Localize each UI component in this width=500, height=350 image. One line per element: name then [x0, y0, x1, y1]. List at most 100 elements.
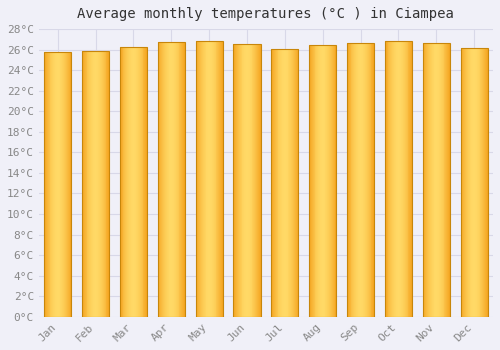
- Bar: [82, 51, 83, 317]
- Bar: [137, 47, 138, 317]
- Bar: [175, 42, 176, 317]
- Bar: [124, 47, 126, 317]
- Bar: [62, 52, 63, 317]
- Bar: [54, 52, 55, 317]
- Bar: [326, 46, 328, 317]
- Bar: [290, 49, 292, 317]
- Bar: [437, 43, 438, 317]
- Bar: [385, 41, 412, 317]
- Bar: [364, 43, 365, 317]
- Bar: [432, 43, 434, 317]
- Bar: [449, 43, 450, 317]
- Bar: [322, 46, 324, 317]
- Bar: [438, 43, 439, 317]
- Bar: [396, 41, 398, 317]
- Bar: [357, 43, 358, 317]
- Bar: [408, 41, 410, 317]
- Bar: [178, 42, 180, 317]
- Bar: [212, 41, 213, 317]
- Title: Average monthly temperatures (°C ) in Ciampea: Average monthly temperatures (°C ) in Ci…: [78, 7, 454, 21]
- Bar: [46, 52, 47, 317]
- Bar: [464, 48, 465, 317]
- Bar: [402, 41, 403, 317]
- Bar: [64, 52, 65, 317]
- Bar: [286, 49, 288, 317]
- Bar: [285, 49, 286, 317]
- Bar: [468, 48, 469, 317]
- Bar: [273, 49, 274, 317]
- Bar: [411, 41, 412, 317]
- Bar: [176, 42, 177, 317]
- Bar: [354, 43, 355, 317]
- Bar: [368, 43, 370, 317]
- Bar: [165, 42, 166, 317]
- Bar: [422, 43, 424, 317]
- Bar: [244, 44, 245, 317]
- Bar: [473, 48, 474, 317]
- Bar: [45, 52, 46, 317]
- Bar: [460, 48, 462, 317]
- Bar: [360, 43, 362, 317]
- Bar: [332, 46, 334, 317]
- Bar: [388, 41, 390, 317]
- Bar: [330, 46, 331, 317]
- Bar: [426, 43, 427, 317]
- Bar: [44, 52, 45, 317]
- Bar: [52, 52, 53, 317]
- Bar: [67, 52, 68, 317]
- Bar: [198, 41, 199, 317]
- Bar: [281, 49, 282, 317]
- Bar: [257, 44, 258, 317]
- Bar: [291, 49, 292, 317]
- Bar: [56, 52, 57, 317]
- Bar: [434, 43, 436, 317]
- Bar: [146, 47, 147, 317]
- Bar: [252, 44, 254, 317]
- Bar: [96, 51, 98, 317]
- Bar: [465, 48, 466, 317]
- Bar: [400, 41, 401, 317]
- Bar: [349, 43, 350, 317]
- Bar: [213, 41, 214, 317]
- Bar: [92, 51, 93, 317]
- Bar: [209, 41, 210, 317]
- Bar: [292, 49, 293, 317]
- Bar: [310, 46, 311, 317]
- Bar: [422, 43, 450, 317]
- Bar: [163, 42, 164, 317]
- Bar: [393, 41, 394, 317]
- Bar: [249, 44, 250, 317]
- Bar: [134, 47, 136, 317]
- Bar: [370, 43, 372, 317]
- Bar: [103, 51, 104, 317]
- Bar: [130, 47, 132, 317]
- Bar: [99, 51, 100, 317]
- Bar: [394, 41, 395, 317]
- Bar: [484, 48, 485, 317]
- Bar: [314, 46, 316, 317]
- Bar: [239, 44, 240, 317]
- Bar: [48, 52, 50, 317]
- Bar: [474, 48, 475, 317]
- Bar: [57, 52, 58, 317]
- Bar: [183, 42, 184, 317]
- Bar: [55, 52, 56, 317]
- Bar: [311, 46, 312, 317]
- Bar: [398, 41, 400, 317]
- Bar: [172, 42, 173, 317]
- Bar: [477, 48, 478, 317]
- Bar: [294, 49, 295, 317]
- Bar: [245, 44, 246, 317]
- Bar: [347, 43, 374, 317]
- Bar: [246, 44, 247, 317]
- Bar: [222, 41, 223, 317]
- Bar: [238, 44, 239, 317]
- Bar: [312, 46, 314, 317]
- Bar: [66, 52, 67, 317]
- Bar: [355, 43, 356, 317]
- Bar: [130, 47, 131, 317]
- Bar: [329, 46, 330, 317]
- Bar: [167, 42, 168, 317]
- Bar: [483, 48, 484, 317]
- Bar: [259, 44, 260, 317]
